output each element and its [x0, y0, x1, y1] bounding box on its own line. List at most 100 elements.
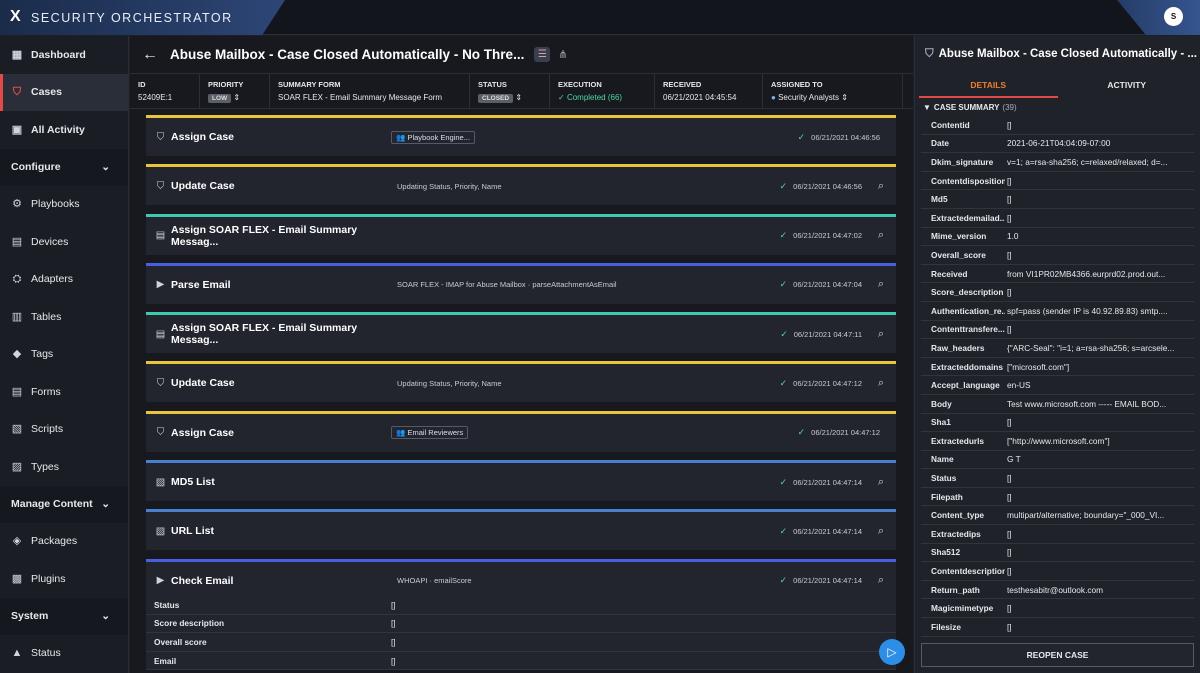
sidebar-item-cases[interactable]: ⛉ Cases	[0, 73, 128, 111]
tab-activity[interactable]: ACTIVITY	[1107, 80, 1147, 90]
sidebar-item-tables[interactable]: ▥ Tables	[0, 298, 128, 336]
playbook-step[interactable]: ⛉ Assign Case 👥 Playbook Engine... ✓ 06/21/2…	[146, 115, 896, 156]
summary-field: Dkim_signature v=1; a=rsa-sha256; c=relax…	[921, 153, 1194, 172]
meta-value: 06/21/2021 04:45:54	[663, 93, 754, 102]
playbook-step[interactable]: ⛉ Update Case Updating Status, Priority, N…	[146, 361, 896, 403]
forms-icon: ▤	[11, 385, 23, 398]
graph-view-icon[interactable]: ⋔	[558, 49, 568, 61]
search-icon[interactable]: ⌕	[877, 278, 884, 291]
step-description: SOAR FLEX - IMAP for Abuse Mailbox · par…	[397, 280, 617, 290]
sidebar-item-label: Dashboard	[31, 48, 86, 61]
check-icon: ✓	[779, 476, 788, 487]
search-icon[interactable]: ⌕	[877, 179, 884, 192]
summary-field: Authentication_re... spf=pass (sender IP …	[921, 302, 1194, 321]
sidebar-item-dashboard[interactable]: ▦ Dashboard	[0, 36, 128, 74]
meta-value-text: Security Analysts	[778, 93, 839, 102]
playbook-step[interactable]: ▶ Parse Email SOAR FLEX - IMAP for Abuse M…	[146, 262, 896, 304]
playbook-step[interactable]: ⛉ Update Case Updating Status, Priority, N…	[146, 164, 896, 206]
sidebar-item-playbooks[interactable]: ⚙ Playbooks	[0, 186, 128, 224]
scripts-icon: ▧	[11, 423, 23, 436]
sidebar-item-label: Adapters	[31, 273, 74, 286]
search-icon[interactable]: ⌕	[877, 475, 884, 488]
sidebar-item-devices[interactable]: ▤ Devices	[0, 223, 128, 261]
case-summary-fields: Contentid [] Date 2021-06-21T04:04:09-07:00…	[915, 116, 1200, 644]
sidebar-item-label: Packages	[31, 535, 78, 548]
main-panel: ← Abuse Mailbox - Case Closed Automatica…	[130, 36, 913, 673]
list-view-icon[interactable]: ☰	[534, 47, 551, 62]
sidebar-item-scripts[interactable]: ▧ Scripts	[0, 411, 128, 449]
field-value: []	[1007, 194, 1012, 205]
shield-icon: ⛉	[925, 47, 934, 60]
case-summary-header[interactable]: ▼ CASE SUMMARY (39)	[915, 98, 1200, 116]
case-detail-panel: ⛉ Abuse Mailbox - Case Closed Automatical…	[914, 36, 1200, 673]
step-name: Parse Email	[171, 278, 231, 291]
summary-field: Date 2021-06-21T04:04:09-07:00	[921, 135, 1194, 154]
playbook-step[interactable]: ⛉ Assign Case 👥 Email Reviewers ✓ 06/21/2021…	[146, 410, 896, 452]
field-key: Magicmimetype	[931, 603, 994, 614]
summary-field: Contentdisposition[]	[921, 172, 1194, 191]
sidebar-item-tags[interactable]: ◆ Tags	[0, 336, 128, 374]
avatar[interactable]: S	[1164, 7, 1183, 26]
playbook-step[interactable]: ▧ MD5 List ✓ 06/21/2021 04:47:14 ⌕	[146, 460, 896, 502]
meta-assigned-to[interactable]: ASSIGNED TO ● Security Analysts ⇕	[763, 74, 903, 108]
summary-field: Raw_headers {"ARC-Seal": "i=1; a=rsa-sha2…	[921, 339, 1194, 358]
meta-value-text: Completed (66)	[566, 93, 623, 102]
tab-details[interactable]: DETAILS	[919, 72, 1058, 98]
back-arrow-icon[interactable]: ←	[142, 45, 158, 63]
sidebar-item-packages[interactable]: ◈ Packages	[0, 523, 128, 561]
field-key: Raw_headers	[931, 342, 985, 353]
field-key: Contentdescription	[931, 566, 1005, 577]
search-icon[interactable]: ⌕	[877, 574, 884, 587]
sidebar-item-plugins[interactable]: ▩ Plugins	[0, 560, 128, 598]
detail-key: Status	[154, 599, 180, 610]
playbook-step[interactable]: ▤ Assign SOAR FLEX - Email Summary Messag…	[146, 213, 896, 255]
field-key: Accept_language	[931, 380, 1000, 391]
summary-field: Sha512 []	[921, 544, 1194, 563]
packages-icon: ◈	[12, 535, 22, 548]
search-icon[interactable]: ⌕	[877, 327, 884, 340]
check-icon: ✓	[780, 328, 788, 339]
chevron-down-icon: ⌄	[101, 610, 110, 622]
field-key: Extracteddomains	[931, 361, 1003, 372]
summary-field: Mime_version 1.0	[921, 228, 1194, 247]
meta-received: RECEIVED 06/21/2021 04:45:54	[655, 74, 763, 108]
step-timestamp: 06/21/2021 04:47:12	[793, 378, 862, 388]
playbook-step[interactable]: ▤ Assign SOAR FLEX - Email Summary Messag…	[146, 312, 896, 354]
step-time: ✓ 06/21/2021 04:47:12	[780, 378, 862, 389]
sidebar-section[interactable]: Configure ⌄	[0, 148, 128, 186]
playbook-step[interactable]: ▶ Check Email WHOAPI · emailScore ✓ 06/21/20…	[146, 558, 896, 600]
meta-priority[interactable]: PRIORITY LOW ⇕	[200, 74, 270, 108]
check-icon: ✓	[797, 131, 806, 142]
field-value: []	[1007, 119, 1012, 130]
search-icon[interactable]: ⌕	[877, 524, 884, 537]
meta-value: 52409E:1	[138, 93, 191, 102]
sidebar-item-label: Tables	[31, 310, 62, 323]
play-icon[interactable]: ▷	[879, 639, 905, 665]
summary-field: Return_path testhesabitr@outlook.com	[921, 581, 1194, 600]
step-name: Assign Case	[171, 131, 235, 143]
sidebar-section[interactable]: System ⌄	[0, 597, 128, 635]
reopen-case-button[interactable]: REOPEN CASE	[921, 643, 1194, 667]
step-timestamp: 06/21/2021 04:46:56	[793, 181, 862, 191]
step-name: Update Case	[171, 180, 235, 193]
meta-status[interactable]: STATUS CLOSED ⇕	[470, 74, 550, 108]
status-icon: ▲	[11, 647, 23, 660]
top-right	[1117, 0, 1200, 35]
summary-field: Contenttransfere...[]	[921, 321, 1194, 340]
playbook-step[interactable]: ▧ URL List ✓ 06/21/2021 04:47:14 ⌕	[146, 509, 896, 551]
field-key: Sha512	[931, 547, 961, 558]
search-icon[interactable]: ⌕	[877, 229, 884, 242]
step-time: ✓ 06/21/2021 04:47:02	[780, 230, 862, 241]
step-type-icon: ▶	[156, 575, 165, 587]
sidebar-item-types[interactable]: ▨ Types	[0, 448, 128, 486]
field-value: multipart/alternative; boundary="_000_VI…	[1007, 510, 1165, 521]
sidebar-item-forms[interactable]: ▤ Forms	[0, 373, 128, 411]
chip-label: Playbook Engine...	[407, 132, 470, 142]
step-time: ✓ 06/21/2021 04:46:56	[780, 181, 862, 192]
sidebar-item-adapters[interactable]: ⛭ Adapters	[0, 261, 128, 299]
sidebar-item-status[interactable]: ▲ Status	[0, 635, 128, 673]
case-header: ← Abuse Mailbox - Case Closed Automatica…	[130, 36, 913, 73]
sidebar-item-all-activity[interactable]: ▣ All Activity	[0, 111, 128, 149]
sidebar-section[interactable]: Manage Content ⌄	[0, 485, 128, 523]
search-icon[interactable]: ⌕	[877, 376, 884, 389]
